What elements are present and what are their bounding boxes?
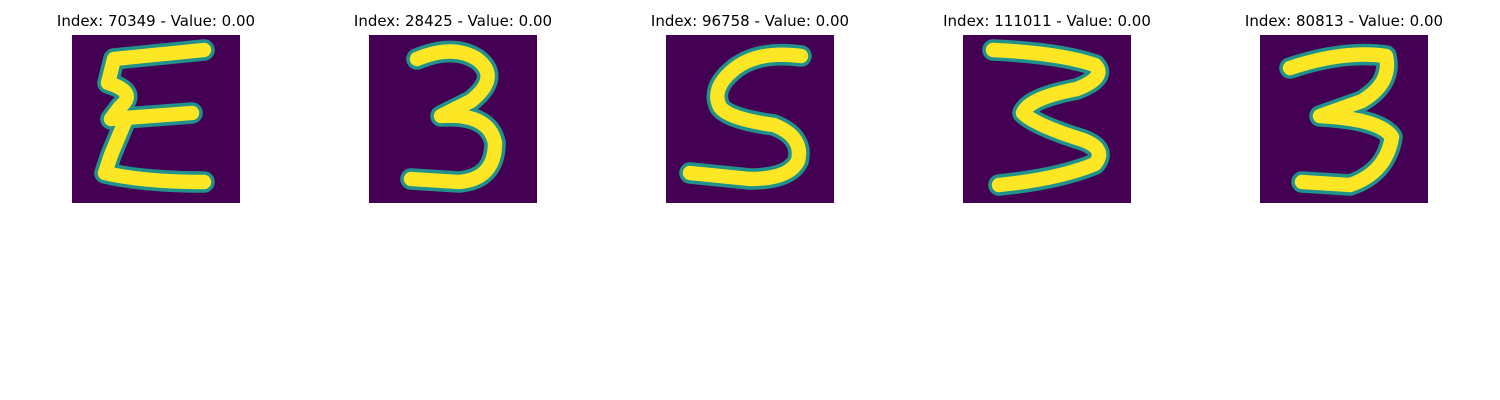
digit-panel: Index: 28425 - Value: 0.00	[323, 0, 583, 210]
digit-panel: Index: 80813 - Value: 0.00	[1214, 0, 1474, 210]
digit-panel: Index: 96758 - Value: 0.00	[620, 0, 880, 210]
digit-image	[369, 35, 537, 203]
digit-panel: Index: 70349 - Value: 0.00	[26, 0, 286, 210]
panel-title: Index: 80813 - Value: 0.00	[1244, 12, 1444, 30]
digit-image	[963, 35, 1131, 203]
digit-image	[1260, 35, 1428, 203]
panel-title: Index: 111011 - Value: 0.00	[943, 12, 1151, 30]
panel-title: Index: 96758 - Value: 0.00	[650, 12, 850, 30]
panel-title: Index: 28425 - Value: 0.00	[353, 12, 553, 30]
digit-image	[666, 35, 834, 203]
panel-title: Index: 70349 - Value: 0.00	[56, 12, 256, 30]
digit-panel: Index: 111011 - Value: 0.00	[917, 0, 1177, 210]
digit-image	[72, 35, 240, 203]
